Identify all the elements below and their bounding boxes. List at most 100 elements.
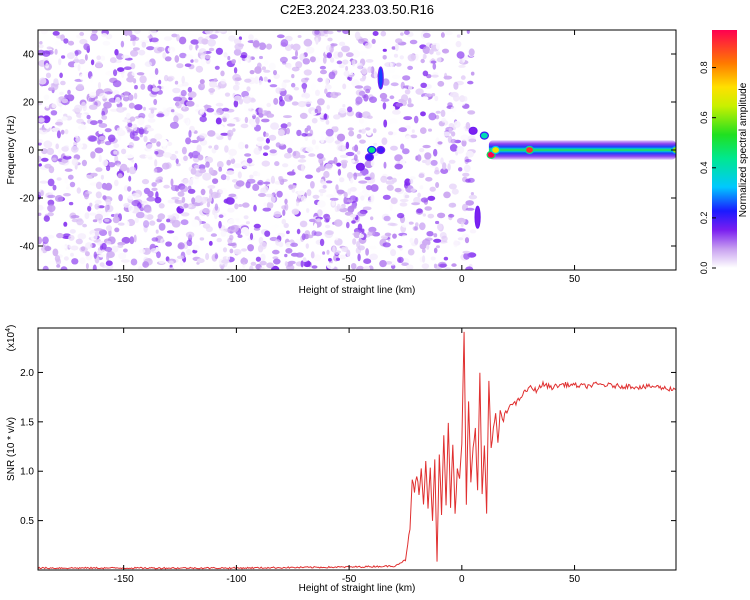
y-tick-label: 2.0 (20, 368, 34, 379)
noise-blob (268, 134, 277, 141)
snr-panel: -150 -100 -50 0 50 0.5 1.0 1.5 2.0 Height of st… (5, 325, 677, 594)
noise-blob (366, 131, 372, 136)
noise-blob (288, 184, 294, 191)
noise-blob (369, 253, 378, 261)
noise-blob (336, 133, 346, 142)
noise-blob (104, 141, 112, 146)
noise-blob (285, 141, 291, 145)
noise-blob (202, 172, 212, 181)
noise-blob (76, 187, 82, 194)
noise-blob (245, 221, 250, 225)
noise-blob (371, 38, 376, 45)
noise-blob (243, 215, 249, 220)
noise-blob (187, 188, 196, 194)
noise-blob (95, 191, 102, 199)
noise-blob (147, 118, 156, 123)
noise-blob (320, 192, 324, 197)
noise-blob (107, 134, 116, 143)
noise-blob (307, 234, 314, 239)
noise-blob (67, 40, 75, 46)
noise-blob (382, 242, 391, 248)
noise-blob (246, 157, 253, 164)
noise-blob (102, 159, 109, 167)
noise-blob (342, 59, 349, 65)
x-tick-label: 50 (569, 574, 581, 585)
noise-blob (191, 219, 200, 228)
noise-blob (45, 72, 52, 79)
noise-blob (244, 116, 249, 124)
noise-blob (355, 111, 362, 119)
noise-blob (71, 258, 79, 265)
noise-blob (449, 91, 459, 98)
noise-blob (280, 39, 289, 47)
noise-blob (444, 31, 453, 36)
noise-blob (207, 185, 216, 189)
noise-blob (106, 240, 112, 245)
noise-blob (329, 57, 335, 63)
noise-blob (226, 170, 235, 176)
noise-blob (100, 55, 106, 61)
x-tick-label: -150 (114, 574, 134, 585)
noise-blob (84, 212, 90, 220)
noise-blob (311, 83, 316, 91)
noise-blob (116, 53, 124, 60)
noise-blob (126, 112, 131, 119)
noise-blob (257, 62, 262, 69)
noise-blob (163, 36, 173, 42)
colorbar-gradient (712, 30, 737, 268)
noise-blob (186, 100, 195, 107)
noise-blob (395, 38, 403, 44)
noise-blob (395, 43, 399, 52)
noise-blob (401, 262, 409, 267)
noise-blob (228, 193, 237, 198)
noise-blob (255, 211, 262, 215)
noise-blob (448, 202, 457, 208)
noise-blob (155, 191, 159, 199)
noise-blob (302, 257, 307, 263)
noise-blob (215, 124, 224, 130)
noise-blob (322, 56, 327, 64)
noise-blob (345, 141, 350, 150)
noise-blob (224, 145, 229, 153)
noise-blob (362, 206, 372, 211)
noise-blob (424, 152, 432, 160)
noise-blob (426, 231, 434, 237)
noise-blob (156, 113, 165, 118)
noise-blob (337, 205, 345, 210)
noise-blob (226, 123, 236, 127)
noise-blob (447, 102, 453, 108)
noise-blob (59, 105, 63, 114)
noise-blob (409, 178, 414, 184)
noise-blob (440, 157, 444, 165)
noise-blob (54, 195, 64, 202)
noise-blob (145, 143, 155, 152)
noise-blob (287, 63, 292, 70)
noise-blob (100, 174, 104, 180)
noise-blob (96, 55, 101, 61)
noise-blob (128, 142, 135, 149)
noise-blob (439, 263, 447, 268)
noise-blob (407, 85, 413, 91)
noise-blob (133, 92, 138, 100)
noise-blob (370, 159, 375, 167)
noise-blob (259, 266, 265, 270)
noise-blob (64, 168, 73, 172)
noise-blob (339, 177, 345, 183)
noise-blob (73, 141, 78, 147)
noise-blob (420, 127, 427, 134)
noise-blob (336, 264, 343, 270)
noise-blob (325, 45, 332, 52)
noise-blob (414, 53, 419, 61)
noise-blob (88, 97, 96, 102)
noise-blob (227, 55, 231, 61)
noise-blob (460, 221, 464, 228)
noise-blob (123, 30, 133, 37)
noise-blob (98, 123, 108, 128)
noise-blob (233, 100, 239, 108)
noise-blob (347, 127, 354, 131)
noise-blob (165, 241, 173, 247)
noise-blob (241, 248, 247, 252)
noise-blob (304, 128, 309, 135)
noise-blob (235, 154, 245, 162)
noise-blob (381, 137, 388, 145)
